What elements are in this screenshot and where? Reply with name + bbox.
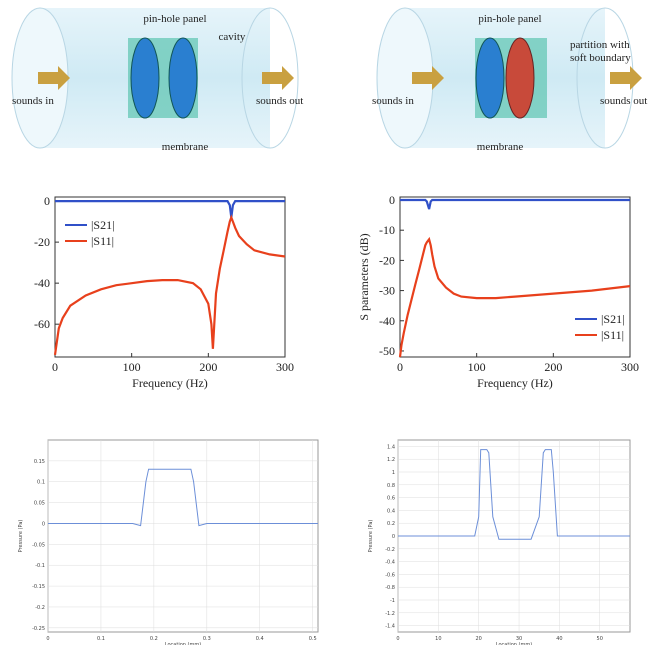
x-tick-label: 50 (597, 636, 603, 642)
y-tick-label: 0.4 (387, 508, 395, 514)
y-tick-label: -0.1 (35, 563, 45, 569)
x-tick-label: 0.1 (97, 636, 105, 642)
y-tick-label: -1 (390, 598, 395, 604)
y-tick-label: 0.8 (387, 483, 395, 489)
y-tick-label: -20 (379, 253, 395, 267)
line (55, 200, 285, 218)
x-tick-label: 300 (621, 360, 639, 374)
label: cavity (219, 31, 246, 43)
x-tick-label: 20 (476, 636, 482, 642)
legend-label: |S21| (91, 218, 114, 232)
y-tick-label: -40 (34, 276, 50, 290)
x-tick-label: 300 (276, 360, 294, 374)
y-tick-label: 0.05 (34, 501, 45, 507)
y-tick-label: -0.4 (385, 560, 395, 566)
y-tick-label: 0 (392, 534, 395, 540)
y-tick-label: 0 (44, 194, 50, 208)
plot-frame (54, 196, 286, 358)
line (53, 214, 286, 356)
y-tick-label: -0.6 (385, 572, 395, 578)
arrow (262, 66, 294, 90)
label: membrane (477, 141, 524, 153)
membrane (130, 37, 160, 119)
legend-label: |S11| (601, 328, 624, 342)
y-tick-label: -1.2 (385, 611, 395, 617)
label: sounds in (12, 95, 54, 107)
label: sounds in (372, 95, 414, 107)
y-tick-label: 0.6 (387, 496, 395, 502)
y-tick-label: 1 (392, 470, 395, 476)
diagram-right: pin-hole panel partition with soft bound… (372, 7, 647, 153)
label: soft boundary (570, 52, 631, 64)
legend-label: |S11| (91, 234, 114, 248)
label: pin-hole panel (478, 13, 541, 25)
x-tick-label: 200 (199, 360, 217, 374)
label: sounds out (256, 95, 303, 107)
line (398, 449, 630, 540)
partition (505, 37, 535, 119)
membrane (168, 37, 198, 119)
line (400, 198, 630, 210)
y-axis-label: S parameters (dB) (357, 233, 371, 320)
y-tick-label: -40 (379, 314, 395, 328)
arrow (610, 66, 642, 90)
x-tick-label: 100 (123, 360, 141, 374)
y-tick-label: -0.05 (32, 542, 45, 548)
x-tick-label: 0 (52, 360, 58, 374)
y-tick-label: -60 (34, 317, 50, 331)
legend-label: |S21| (601, 312, 624, 326)
y-axis-label: Pressure (Pa) (368, 520, 374, 553)
y-tick-label: -1.4 (385, 624, 395, 630)
x-tick-label: 30 (516, 636, 522, 642)
y-tick-label: -0.2 (385, 547, 395, 553)
y-tick-label: 0 (389, 193, 395, 207)
x-tick-label: 0 (396, 636, 399, 642)
label: membrane (162, 141, 209, 153)
y-tick-label: -0.8 (385, 585, 395, 591)
x-tick-label: 0.4 (256, 636, 264, 642)
arrow (38, 66, 70, 90)
y-tick-label: -20 (34, 235, 50, 249)
x-tick-label: 0.3 (203, 636, 211, 642)
x-tick-label: 0 (46, 636, 49, 642)
y-tick-label: 0.2 (387, 521, 395, 527)
membrane (475, 37, 505, 119)
y-axis-label: Pressure (Pa) (18, 520, 24, 553)
x-axis-label: Location (mm) (496, 642, 532, 645)
diagram-left: pin-hole panel cavity sounds in sounds o… (11, 7, 303, 153)
line (48, 468, 318, 527)
y-tick-label: -30 (379, 284, 395, 298)
line (398, 236, 631, 358)
x-axis-label: Frequency (Hz) (477, 376, 553, 390)
x-tick-label: 0.5 (309, 636, 317, 642)
x-tick-label: 200 (544, 360, 562, 374)
arrow (412, 66, 444, 90)
y-tick-label: -10 (379, 223, 395, 237)
y-tick-label: -0.15 (32, 584, 45, 590)
x-tick-label: 10 (435, 636, 441, 642)
x-tick-label: 100 (468, 360, 486, 374)
x-tick-label: 40 (556, 636, 562, 642)
y-tick-label: 1.4 (387, 444, 395, 450)
x-axis-label: Location (mm) (165, 642, 201, 645)
label: partition with (570, 39, 630, 51)
label: pin-hole panel (143, 13, 206, 25)
plot-frame (399, 196, 631, 358)
y-tick-label: 1.2 (387, 457, 395, 463)
x-tick-label: 0 (397, 360, 403, 374)
x-tick-label: 0.2 (150, 636, 158, 642)
y-tick-label: 0 (42, 521, 45, 527)
x-axis-label: Frequency (Hz) (132, 376, 208, 390)
y-tick-label: 0.1 (37, 480, 45, 486)
y-tick-label: -0.2 (35, 605, 45, 611)
label: sounds out (600, 95, 647, 107)
y-tick-label: -50 (379, 344, 395, 358)
y-tick-label: 0.15 (34, 459, 45, 465)
tube-end (241, 7, 299, 149)
y-tick-label: -0.25 (32, 626, 45, 632)
